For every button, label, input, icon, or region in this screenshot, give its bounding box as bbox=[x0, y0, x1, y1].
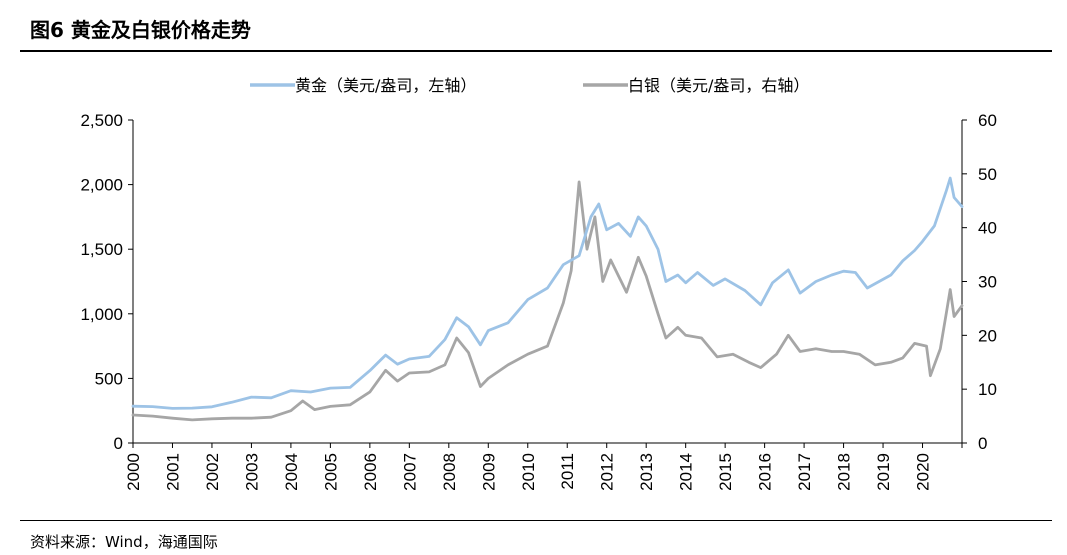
figure-title: 图6 黄金及白银价格走势 bbox=[30, 18, 251, 42]
x-tick-label: 2007 bbox=[400, 453, 419, 491]
gold-price-line bbox=[131, 176, 964, 410]
legend-label-gold: 黄金（美元/盎司，左轴） bbox=[295, 76, 476, 95]
right-tick-label: 30 bbox=[978, 273, 997, 292]
legend-label-silver: 白银（美元/盎司，右轴） bbox=[628, 76, 809, 95]
x-tick-label: 2018 bbox=[835, 453, 854, 491]
x-tick-label: 2009 bbox=[479, 453, 498, 491]
x-tick-label: 2004 bbox=[282, 453, 301, 491]
x-tick-label: 2014 bbox=[677, 453, 696, 491]
x-tick-label: 2006 bbox=[361, 453, 380, 491]
x-tick-label: 2001 bbox=[163, 453, 182, 491]
x-tick-label: 2012 bbox=[598, 453, 617, 491]
left-tick-label: 2,500 bbox=[80, 111, 123, 130]
right-tick-label: 50 bbox=[978, 165, 997, 184]
series-layer bbox=[131, 176, 964, 422]
x-tick-label: 2011 bbox=[558, 453, 577, 490]
right-tick-label: 40 bbox=[978, 219, 997, 238]
right-tick-label: 0 bbox=[978, 434, 987, 453]
x-tick-label: 2016 bbox=[756, 453, 775, 491]
right-tick-label: 10 bbox=[978, 380, 997, 399]
x-tick-label: 2000 bbox=[124, 453, 143, 491]
left-tick-label: 1,500 bbox=[80, 240, 123, 259]
top-rule bbox=[20, 50, 1052, 52]
x-tick-label: 2013 bbox=[637, 453, 656, 491]
legend: 黄金（美元/盎司，左轴） 白银（美元/盎司，右轴） bbox=[250, 76, 809, 95]
x-tick-label: 2005 bbox=[321, 453, 340, 491]
x-tick-label: 2010 bbox=[519, 453, 538, 491]
left-tick-label: 2,000 bbox=[80, 176, 123, 195]
axes: 0 500 1,000 1,500 2,000 2,500 0 10 20 30 40 50 60 200… bbox=[80, 111, 996, 491]
x-tick-label: 2020 bbox=[914, 453, 933, 491]
source-note: 资料来源：Wind，海通国际 bbox=[30, 533, 218, 551]
silver-price-line bbox=[131, 180, 964, 422]
x-tick-label: 2008 bbox=[440, 453, 459, 491]
x-tick-label: 2015 bbox=[716, 453, 735, 491]
x-tick-label: 2017 bbox=[795, 453, 814, 491]
right-tick-label: 20 bbox=[978, 326, 997, 345]
left-tick-label: 500 bbox=[95, 369, 123, 388]
x-tick-label: 2003 bbox=[242, 453, 261, 491]
left-tick-label: 1,000 bbox=[80, 305, 123, 324]
x-tick-label: 2002 bbox=[203, 453, 222, 491]
x-tick-label: 2019 bbox=[874, 453, 893, 491]
bottom-rule bbox=[20, 520, 1052, 521]
right-tick-label: 60 bbox=[978, 111, 997, 130]
left-tick-label: 0 bbox=[114, 434, 123, 453]
